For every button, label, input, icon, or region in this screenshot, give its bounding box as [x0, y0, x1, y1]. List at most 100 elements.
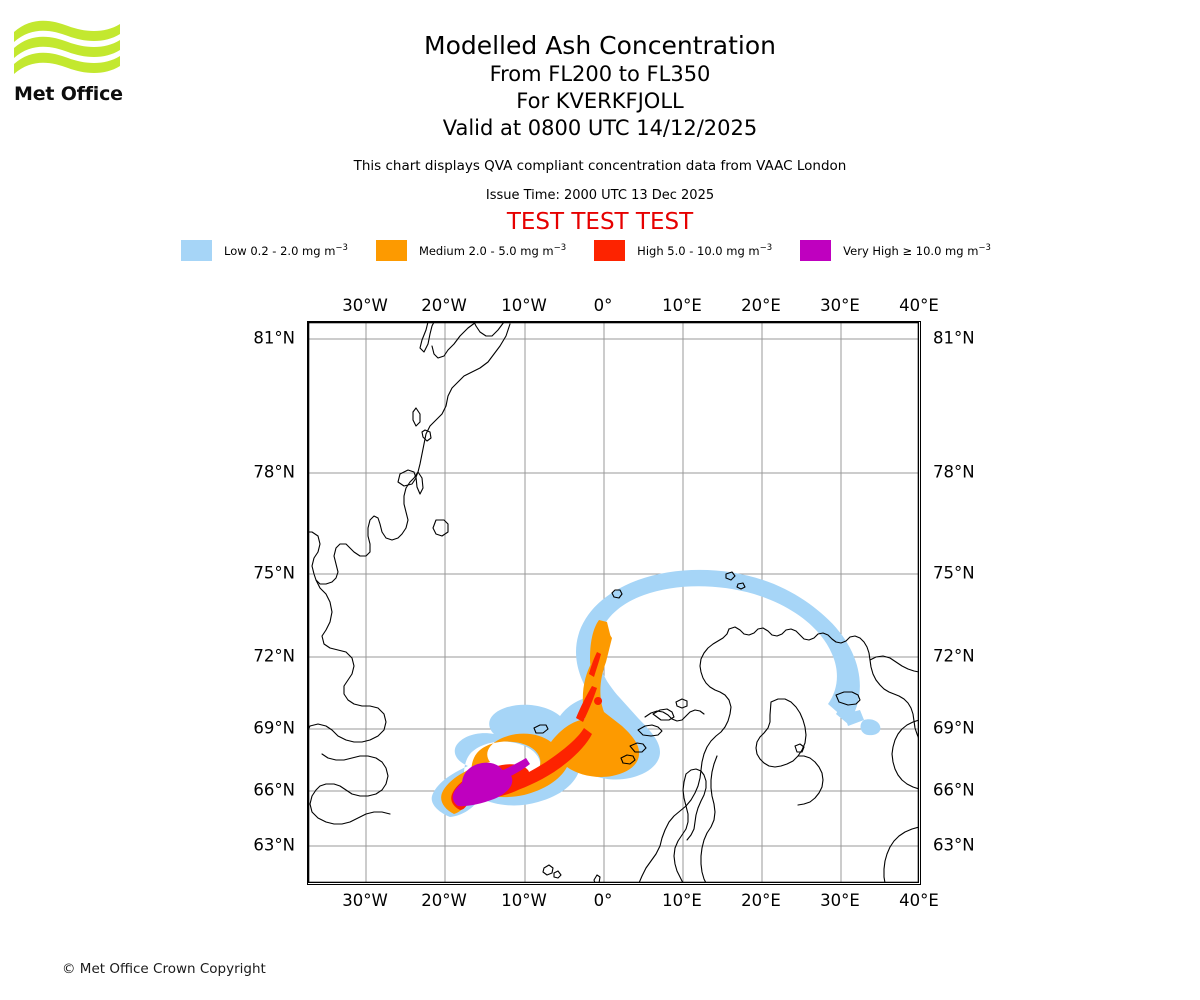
legend-item-medium: Medium 2.0 - 5.0 mg m−3 — [375, 240, 594, 261]
ash-contour-low-arc-detach — [860, 719, 881, 736]
legend-label-low: Low 0.2 - 2.0 mg m−3 — [224, 243, 348, 258]
lat-tick-right-81N: 81°N — [933, 328, 975, 348]
lat-tick-right-66N: 66°N — [933, 780, 975, 800]
coastline-greenland-islet-1 — [412, 407, 421, 427]
ash-contour-high-spot-1 — [594, 697, 603, 705]
coastline-bothnia-west — [673, 773, 689, 883]
issue-time: Issue Time: 2000 UTC 13 Dec 2025 — [485, 188, 715, 203]
lon-tick-bottom-0: 0° — [593, 891, 613, 910]
coastline-greenland-bay-1 — [397, 469, 417, 487]
legend-unit-exponent-low: −3 — [335, 243, 348, 254]
coastline-lofoten-isles — [637, 724, 663, 737]
ash-contour-very-high-tail — [494, 758, 530, 782]
coastline-white-sea-inner — [797, 755, 824, 806]
test-banner: TEST TEST TEST — [506, 209, 694, 235]
qva-note: This chart displays QVA compliant concen… — [353, 158, 847, 174]
coastline-islet-barents-2 — [736, 582, 746, 590]
lon-tick-bottom-30E: 30°E — [820, 891, 860, 910]
coastline-kanin — [835, 691, 861, 706]
legend-swatch-high — [594, 240, 626, 261]
coastline-greenland-islet-2 — [421, 429, 432, 442]
lon-tick-top-20W: 20°W — [421, 296, 467, 315]
map-canvas — [308, 322, 919, 883]
coastline-vesteralen — [652, 708, 675, 721]
ash-contour-high-streak-2 — [589, 652, 601, 677]
lat-tick-left-66N: 66°N — [253, 780, 295, 800]
legend-item-high: High 5.0 - 10.0 mg m−3 — [594, 240, 800, 261]
coastline-russia-se — [883, 826, 919, 883]
legend-label-high: High 5.0 - 10.0 mg m−3 — [637, 243, 773, 258]
ash-contour-low-arc — [576, 569, 857, 718]
valid-time: Valid at 0800 UTC 14/12/2025 — [442, 116, 758, 140]
lat-tick-right-63N: 63°N — [933, 835, 975, 855]
lat-tick-left-81N: 81°N — [253, 328, 295, 348]
ash-contour-very-high-core — [462, 762, 506, 802]
lat-tick-left-78N: 78°N — [253, 462, 295, 482]
lat-tick-right-78N: 78°N — [933, 462, 975, 482]
legend-swatch-very-high — [800, 240, 832, 261]
legend-item-low: Low 0.2 - 2.0 mg m−3 — [181, 240, 376, 261]
coastline-greenland-far-south — [309, 753, 391, 825]
lat-tick-left-69N: 69°N — [253, 718, 295, 738]
coastline-russia-north — [869, 655, 919, 673]
coastlines — [308, 322, 919, 883]
coastline-norway — [638, 628, 732, 883]
legend-unit-exponent-high: −3 — [759, 243, 773, 254]
legend-unit-exponent-medium: −3 — [553, 243, 567, 254]
lon-tick-bottom-10W: 10°W — [501, 891, 547, 910]
coastline-gulf-bothnia-inner — [685, 768, 707, 841]
ash-contour-low-arc-tip — [844, 710, 864, 726]
lon-tick-top-20E: 20°E — [741, 296, 781, 315]
lat-tick-right-75N: 75°N — [933, 563, 975, 583]
coastline-greenland-islet-3 — [415, 471, 424, 495]
coastline-greenland — [308, 322, 511, 585]
coastline-islet-white-1 — [794, 743, 805, 753]
lon-tick-top-40E: 40°E — [899, 296, 939, 315]
lat-tick-right-69N: 69°N — [933, 718, 975, 738]
lon-tick-top-30W: 30°W — [342, 296, 388, 315]
lat-tick-left-72N: 72°N — [253, 646, 295, 666]
plot-frame — [308, 322, 919, 883]
coastline-faroes — [542, 864, 554, 876]
coastline-russia-east — [891, 719, 919, 790]
lat-tick-left-63N: 63°N — [253, 835, 295, 855]
coastline-islet-norway-3 — [675, 698, 688, 709]
coastline-islet-norway-1 — [629, 742, 647, 753]
coastline-islet-barents-1 — [725, 571, 736, 581]
met-office-wave-mark — [14, 20, 120, 74]
lon-tick-top-10E: 10°E — [662, 296, 702, 315]
map-plot-area — [307, 321, 921, 885]
lat-tick-left-75N: 75°N — [253, 563, 295, 583]
ash-contour-high-streak-1 — [576, 686, 597, 722]
coastline-norway-lofoten — [644, 709, 705, 722]
lon-tick-top-10W: 10°W — [501, 296, 547, 315]
ash-contour-high-spot-2 — [552, 757, 561, 765]
coastline-norway-coast-detail — [728, 626, 919, 740]
coastline-jan-mayen — [533, 724, 549, 734]
coastline-finland — [700, 755, 718, 883]
lon-tick-top-30E: 30°E — [820, 296, 860, 315]
coastline-faroes-2 — [553, 870, 562, 879]
coastline-bjornoya — [611, 589, 623, 599]
legend-item-very-high: Very High ≥ 10.0 mg m−3 — [800, 240, 1019, 261]
lon-tick-bottom-40E: 40°E — [899, 891, 939, 910]
coastline-white-sea — [755, 698, 807, 768]
coastline-islet-norway-2 — [620, 754, 636, 765]
ash-contour-high-spot-3 — [521, 777, 528, 783]
legend-unit-exponent-very-high: −3 — [978, 243, 991, 254]
lon-tick-bottom-20W: 20°W — [421, 891, 467, 910]
legend-label-medium: Medium 2.0 - 5.0 mg m−3 — [418, 243, 567, 258]
coastline-greenland-islet-4 — [432, 519, 449, 537]
ash-plume-contours — [431, 569, 881, 817]
ash-plume-very-high — [452, 758, 530, 807]
lon-tick-bottom-10E: 10°E — [662, 891, 702, 910]
legend-label-very-high: Very High ≥ 10.0 mg m−3 — [843, 243, 991, 258]
coastline-greenland-south — [308, 579, 387, 743]
met-office-logo-text: Met Office — [14, 83, 123, 105]
lon-tick-bottom-20E: 20°E — [741, 891, 781, 910]
ash-contour-low — [431, 572, 860, 817]
lon-tick-top-0: 0° — [593, 296, 613, 315]
legend-swatch-medium — [375, 240, 407, 261]
lon-tick-bottom-30W: 30°W — [342, 891, 388, 910]
concentration-legend: Low 0.2 - 2.0 mg m−3 Medium 2.0 - 5.0 mg … — [0, 240, 1200, 261]
